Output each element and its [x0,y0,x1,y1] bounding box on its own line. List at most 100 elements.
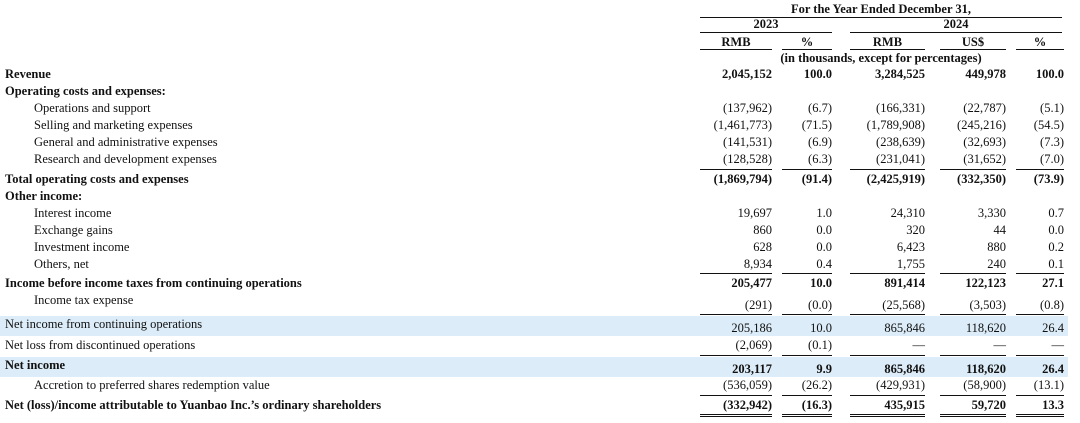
value-pct-2024: (7.3) [1040,135,1064,149]
value-rmb-2024: (429,931) [876,378,925,392]
value-rmb-2024: 865,846 [884,362,925,376]
value-rmb-2023: 8,934 [743,257,772,271]
subtotal-rule [782,355,832,356]
value-usd-2024: (31,652) [963,152,1006,166]
value-rmb-2023: (332,942) [723,398,772,412]
value-usd-2024: 449,978 [965,67,1006,81]
value-rmb-2024: 6,423 [896,240,925,254]
col-rmb-2023: RMB [721,35,751,49]
value-pct-2023: 0.4 [816,257,832,271]
table-row: Income tax expense (291) (0.0) (25,568) … [0,292,1080,316]
row-label: Total operating costs and expenses [5,172,189,186]
value-rmb-2024: 320 [906,223,925,237]
value-usd-2024: 240 [987,257,1006,271]
row-label: Net income [5,358,66,372]
subtotal-rule [782,395,832,396]
value-usd-2024: 59,720 [971,398,1006,412]
units-note: (in thousands, except for percentages) [780,51,982,65]
value-rmb-2023: 19,697 [737,206,772,220]
value-pct-2024: (0.8) [1040,298,1064,312]
subtotal-rule [782,314,832,315]
col-underline [940,49,1006,50]
row-label: Income before income taxes from continui… [5,276,302,290]
value-usd-2024: 44 [993,223,1007,237]
subtotal-rule [700,169,772,170]
col-pct-2023: % [800,35,814,49]
value-pct-2023: (71.5) [801,118,832,132]
subtotal-rule [850,314,925,315]
value-pct-2024: 100.0 [1035,67,1064,81]
value-pct-2023: 0.0 [816,240,832,254]
value-pct-2024: (5.1) [1040,101,1064,115]
row-label: Revenue [5,67,51,81]
value-rmb-2024: (238,639) [876,135,925,149]
value-pct-2024: 27.1 [1042,276,1064,290]
value-usd-2024: 122,123 [965,276,1006,290]
value-rmb-2024: 891,414 [884,276,925,290]
value-rmb-2024: (231,041) [876,152,925,166]
section-label: Other income: [5,189,83,203]
value-rmb-2024: 1,755 [896,257,925,271]
subtotal-rule [1016,314,1064,315]
row-label: Selling and marketing expenses [34,118,193,132]
value-pct-2023: 10.0 [810,321,832,335]
subtotal-rule [700,314,772,315]
value-rmb-2023: 203,117 [732,362,772,376]
value-rmb-2023: (1,461,773) [713,118,772,132]
value-pct-2023: 10.0 [810,276,832,290]
value-usd-2024: 118,620 [966,362,1006,376]
subtotal-rule [940,273,1006,274]
value-usd-2024: (32,693) [963,135,1006,149]
subtotal-rule [850,355,925,356]
value-usd-2024: (3,503) [969,298,1006,312]
period-header: For the Year Ended December 31, [790,2,972,16]
row-label: Net (loss)/income attributable to Yuanba… [5,398,382,412]
value-rmb-2023: (128,528) [723,152,772,166]
col-usd-2024: US$ [961,35,985,49]
row-label: Net loss from discontinued operations [5,338,196,352]
year-2024-underline [850,32,1062,33]
row-label: Operations and support [34,101,151,115]
value-usd-2024: — [993,338,1007,352]
subtotal-rule [1016,169,1064,170]
value-rmb-2024: (1,789,908) [866,118,925,132]
row-label: Accretion to preferred shares redemption… [34,378,270,392]
value-rmb-2024: 3,284,525 [875,67,925,81]
value-rmb-2023: 628 [753,240,772,254]
subtotal-rule [940,395,1006,396]
subtotal-rule [940,314,1006,315]
value-pct-2023: 1.0 [816,206,832,220]
subtotal-rule [700,395,772,396]
subtotal-rule [940,355,1006,356]
subtotal-rule [850,273,925,274]
value-pct-2024: 0.1 [1048,257,1064,271]
value-pct-2024: 0.7 [1048,206,1064,220]
row-label: Others, net [34,257,89,271]
row-label: Net income from continuing operations [5,317,203,331]
subtotal-rule [850,169,925,170]
value-usd-2024: 3,330 [977,206,1006,220]
value-rmb-2024: 435,915 [884,398,925,412]
value-pct-2023: (26.2) [801,378,832,392]
value-usd-2024: 880 [987,240,1006,254]
value-rmb-2023: (291) [744,298,772,312]
col-underline [1016,49,1064,50]
value-pct-2024: 0.2 [1048,240,1064,254]
year-2024-header: 2024 [943,17,969,31]
value-rmb-2024: (2,425,919) [866,172,925,186]
value-pct-2024: 0.0 [1048,223,1064,237]
value-pct-2024: 26.4 [1042,362,1064,376]
subtotal-rule [782,273,832,274]
value-usd-2024: (332,350) [957,172,1006,186]
value-pct-2023: 100.0 [803,67,832,81]
value-pct-2023: (91.4) [801,172,832,186]
value-pct-2023: (6.9) [808,135,832,149]
value-pct-2023: 9.9 [816,362,832,376]
value-pct-2024: (7.0) [1040,152,1064,166]
subtotal-rule [1016,395,1064,396]
value-pct-2023: (6.3) [808,152,832,166]
col-pct-2024: % [1033,35,1047,49]
total-double-rule [1016,414,1064,417]
value-pct-2024: 13.3 [1042,398,1064,412]
row-label: General and administrative expenses [34,135,218,149]
